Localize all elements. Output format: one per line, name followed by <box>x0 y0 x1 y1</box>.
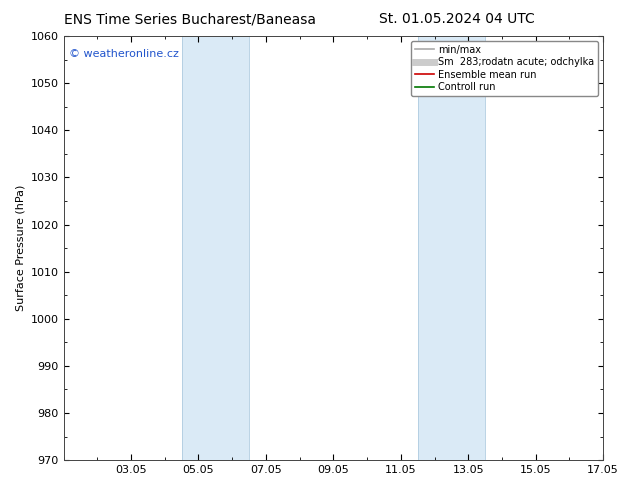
Text: ENS Time Series Bucharest/Baneasa: ENS Time Series Bucharest/Baneasa <box>64 12 316 26</box>
Legend: min/max, Sm  283;rodatn acute; odchylka, Ensemble mean run, Controll run: min/max, Sm 283;rodatn acute; odchylka, … <box>411 41 598 96</box>
Text: © weatheronline.cz: © weatheronline.cz <box>69 49 179 59</box>
Y-axis label: Surface Pressure (hPa): Surface Pressure (hPa) <box>15 185 25 311</box>
Bar <box>181 36 249 460</box>
Text: St. 01.05.2024 04 UTC: St. 01.05.2024 04 UTC <box>378 12 534 26</box>
Bar <box>418 36 485 460</box>
